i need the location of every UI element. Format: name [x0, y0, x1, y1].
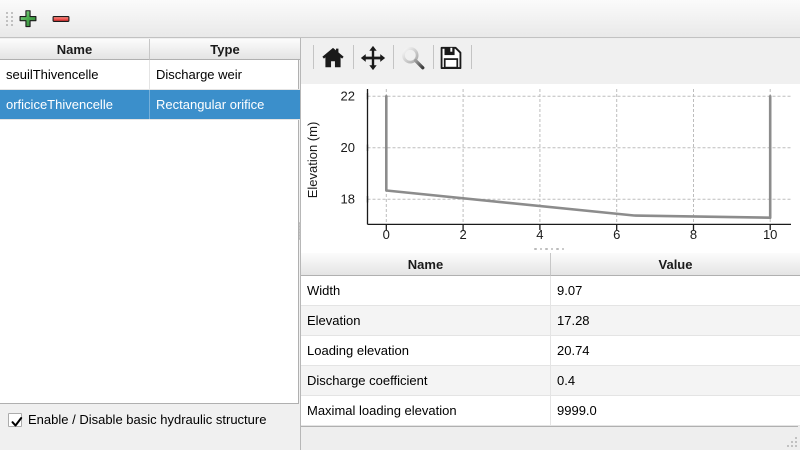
- svg-text:2: 2: [459, 227, 466, 242]
- svg-text:6: 6: [613, 227, 620, 242]
- svg-text:10: 10: [763, 227, 777, 242]
- svg-text:20: 20: [341, 140, 355, 155]
- svg-text:4: 4: [536, 227, 543, 242]
- svg-text:8: 8: [690, 227, 697, 242]
- svg-text:22: 22: [341, 89, 355, 104]
- svg-text:0: 0: [383, 227, 390, 242]
- svg-text:Elevation (m): Elevation (m): [305, 122, 320, 199]
- svg-text:18: 18: [341, 192, 355, 207]
